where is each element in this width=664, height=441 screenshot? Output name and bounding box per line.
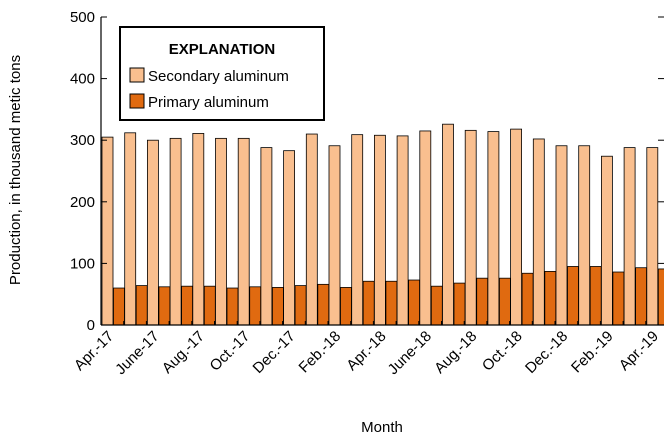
- legend: EXPLANATION Secondary aluminum Primary a…: [119, 26, 325, 121]
- bar-primary-aluminum: [317, 283, 330, 326]
- x-axis-label: Month: [361, 419, 403, 436]
- bar-secondary-aluminum: [419, 130, 432, 326]
- bar-secondary-aluminum: [442, 123, 454, 326]
- y-tick-label: 400: [70, 71, 95, 88]
- bar-primary-aluminum: [635, 267, 647, 326]
- bar-secondary-aluminum: [215, 137, 227, 326]
- bar-secondary-aluminum: [578, 145, 591, 326]
- x-tick-label: June-18: [385, 328, 435, 378]
- bar-primary-aluminum: [453, 282, 466, 326]
- bar-primary-aluminum: [249, 286, 262, 326]
- bar-secondary-aluminum: [373, 134, 386, 326]
- bar-secondary-aluminum: [169, 137, 182, 326]
- bar-primary-aluminum: [385, 280, 398, 326]
- bar-primary-aluminum: [612, 271, 625, 326]
- bars-layer: [101, 123, 664, 326]
- x-tick-label: Oct.-18: [479, 328, 526, 375]
- bar-primary-aluminum: [135, 285, 148, 326]
- x-tick-label: Feb.-18: [296, 328, 345, 377]
- bar-secondary-aluminum: [646, 147, 659, 326]
- bar-secondary-aluminum: [351, 134, 364, 326]
- bar-primary-aluminum: [113, 287, 125, 326]
- legend-swatch-primary: [129, 93, 145, 109]
- bar-primary-aluminum: [294, 285, 307, 326]
- y-tick-label: 300: [70, 132, 95, 149]
- bar-secondary-aluminum: [510, 128, 523, 326]
- bar-primary-aluminum: [657, 268, 664, 326]
- bar-primary-aluminum: [203, 285, 216, 326]
- legend-swatch-secondary: [129, 67, 145, 83]
- bar-primary-aluminum: [476, 277, 489, 326]
- y-tick-label: 200: [70, 194, 95, 211]
- bar-primary-aluminum: [430, 285, 443, 326]
- x-tick-label: Apr.-18: [343, 328, 389, 374]
- bar-primary-aluminum: [408, 279, 421, 326]
- bar-primary-aluminum: [567, 266, 579, 326]
- x-tick-label: Aug.-17: [159, 328, 208, 377]
- bar-primary-aluminum: [271, 287, 284, 326]
- bar-secondary-aluminum: [601, 155, 613, 326]
- x-tick-label: Apr.-17: [71, 328, 117, 374]
- y-tick-label: 0: [87, 317, 95, 334]
- legend-title: EXPLANATION: [169, 41, 275, 58]
- x-tick-label: Dec.-18: [522, 328, 571, 377]
- legend-box: [119, 26, 325, 121]
- bar-primary-aluminum: [362, 280, 375, 326]
- bar-secondary-aluminum: [260, 147, 273, 326]
- legend-label-secondary: Secondary aluminum: [148, 68, 289, 85]
- bar-primary-aluminum: [158, 286, 171, 326]
- bar-secondary-aluminum: [192, 133, 205, 326]
- bar-primary-aluminum: [521, 272, 534, 326]
- bar-secondary-aluminum: [464, 129, 477, 326]
- bar-secondary-aluminum: [146, 139, 159, 326]
- bar-secondary-aluminum: [555, 145, 568, 326]
- x-tick-label: June-17: [112, 328, 162, 378]
- bar-secondary-aluminum: [623, 147, 636, 326]
- legend-label-primary: Primary aluminum: [148, 94, 269, 111]
- bar-secondary-aluminum: [532, 138, 545, 326]
- x-tick-label: Aug.-18: [431, 328, 480, 377]
- bar-secondary-aluminum: [101, 136, 114, 326]
- bar-primary-aluminum: [589, 266, 602, 326]
- bar-secondary-aluminum: [124, 132, 137, 326]
- bar-secondary-aluminum: [305, 133, 318, 326]
- x-tick-label: Feb.-19: [568, 328, 617, 377]
- y-tick-label: 100: [70, 255, 95, 272]
- y-axis-label: Production, in thousand metic tons: [7, 55, 24, 285]
- x-tick-label: Apr.-19: [616, 328, 662, 374]
- x-tick-label: Oct.-17: [207, 328, 254, 375]
- bar-secondary-aluminum: [237, 137, 250, 326]
- bar-primary-aluminum: [498, 277, 511, 326]
- x-tick-label: Dec.-17: [250, 328, 299, 377]
- bar-primary-aluminum: [226, 287, 239, 326]
- y-tick-label: 500: [70, 9, 95, 26]
- bar-primary-aluminum: [544, 271, 557, 326]
- bar-secondary-aluminum: [328, 145, 341, 326]
- bar-secondary-aluminum: [283, 150, 296, 326]
- bar-primary-aluminum: [340, 287, 352, 326]
- bar-secondary-aluminum: [487, 131, 500, 326]
- bar-primary-aluminum: [181, 285, 194, 326]
- bar-secondary-aluminum: [396, 135, 409, 326]
